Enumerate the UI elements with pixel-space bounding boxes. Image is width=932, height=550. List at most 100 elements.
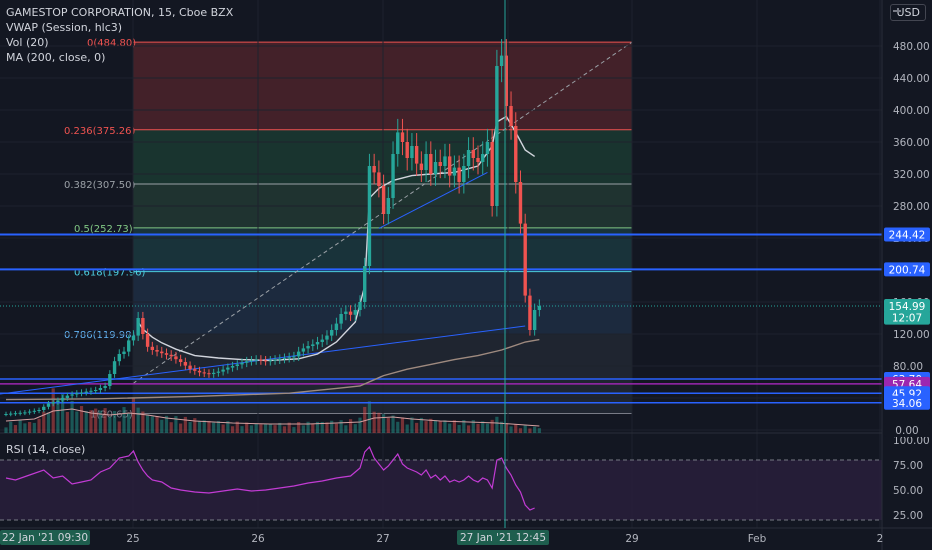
candle-body[interactable] [259,359,263,361]
collapse-icon[interactable] [893,10,901,12]
candle-body[interactable] [400,132,405,142]
candle-body[interactable] [490,142,494,206]
candle-body[interactable] [363,266,367,302]
candle-body[interactable] [4,414,8,415]
candle-body[interactable] [495,66,499,206]
candle-body[interactable] [457,167,461,182]
candle-body[interactable] [476,158,480,162]
candle-body[interactable] [193,369,197,371]
candle-body[interactable] [528,295,532,330]
candle-body[interactable] [46,403,51,407]
currency-button[interactable]: USD [890,4,926,21]
rsi-legend[interactable]: RSI (14, close) [6,443,86,456]
price-label-box[interactable] [884,299,930,314]
candle-body[interactable] [174,356,178,360]
candle-body[interactable] [273,359,277,361]
candle-body[interactable] [504,55,509,106]
candle-body[interactable] [485,142,490,154]
time-axis[interactable]: 2225262729Feb222 Jan '21 09:30 [0,527,932,545]
trend-line[interactable] [378,171,488,229]
candle-body[interactable] [13,413,18,415]
candle-body[interactable] [433,162,438,174]
candle-body[interactable] [141,318,145,334]
candle-body[interactable] [429,154,433,174]
price-label-box[interactable] [884,310,930,325]
candle-body[interactable] [207,373,211,375]
candle-body[interactable] [438,162,442,166]
candle-body[interactable] [282,358,287,359]
candle-body[interactable] [240,362,244,365]
candle-body[interactable] [254,359,258,361]
candle-body[interactable] [377,172,381,186]
vol-legend[interactable]: Vol (20) [6,36,49,49]
candle-body[interactable] [443,156,447,166]
candle-body[interactable] [117,354,121,362]
candle-body[interactable] [155,350,159,352]
candle-body[interactable] [386,198,391,214]
candle-body[interactable] [381,186,386,214]
candle-body[interactable] [372,166,376,173]
candle-body[interactable] [145,334,150,347]
candle-body[interactable] [499,55,504,66]
candle-body[interactable] [127,340,131,352]
candle-body[interactable] [23,412,27,414]
candle-body[interactable] [306,346,310,349]
candle-body[interactable] [410,146,414,158]
candle-body[interactable] [278,358,282,360]
candle-body[interactable] [89,390,93,392]
candle-body[interactable] [471,150,475,158]
candle-body[interactable] [65,395,70,398]
candle-body[interactable] [70,394,74,396]
candle-body[interactable] [287,357,291,359]
fibonacci-retracement[interactable]: 0(484.80) 0.236(375.26) 0.382(307.50) 0.5(2… [64,38,633,420]
candle-body[interactable] [235,364,239,366]
crosshair-date-box[interactable] [457,530,549,545]
candle-body[interactable] [230,366,235,368]
candles[interactable] [0,39,882,417]
candle-body[interactable] [367,166,372,266]
candle-body[interactable] [188,365,192,370]
candle-body[interactable] [183,362,188,366]
candle-body[interactable] [414,146,419,164]
candle-body[interactable] [56,400,60,402]
candle-body[interactable] [42,406,46,410]
candle-body[interactable] [122,351,126,354]
candle-body[interactable] [197,370,202,373]
candle-body[interactable] [9,413,13,415]
candle-body[interactable] [391,154,395,198]
candle-body[interactable] [112,361,117,374]
candle-body[interactable] [344,311,348,314]
candle-body[interactable] [160,351,164,354]
candle-body[interactable] [169,354,173,357]
candle-body[interactable] [466,150,471,166]
candle-body[interactable] [348,311,353,315]
candle-body[interactable] [481,154,485,162]
candle-body[interactable] [452,167,457,176]
price-label-box[interactable] [884,262,930,277]
price-label-box[interactable] [884,395,930,410]
candle-body[interactable] [27,411,32,413]
candle-body[interactable] [311,344,315,346]
candle-body[interactable] [292,356,296,358]
candle-body[interactable] [462,166,466,182]
candle-body[interactable] [37,410,41,411]
candle-body[interactable] [268,360,273,362]
candle-body[interactable] [202,372,206,374]
candle-body[interactable] [353,310,357,315]
candle-body[interactable] [518,182,523,224]
candle-body[interactable] [419,163,424,170]
candle-body[interactable] [339,314,343,324]
candle-body[interactable] [84,391,88,393]
candle-body[interactable] [325,335,329,340]
candle-body[interactable] [51,402,55,404]
candle-body[interactable] [245,361,249,363]
candle-body[interactable] [60,398,65,401]
candle-body[interactable] [320,339,324,342]
candle-body[interactable] [18,412,22,414]
candle-body[interactable] [537,306,542,310]
candle-body[interactable] [108,374,112,386]
candle-body[interactable] [150,346,155,350]
price-label-box[interactable] [884,423,930,437]
candle-body[interactable] [32,410,37,412]
candle-body[interactable] [249,360,254,362]
